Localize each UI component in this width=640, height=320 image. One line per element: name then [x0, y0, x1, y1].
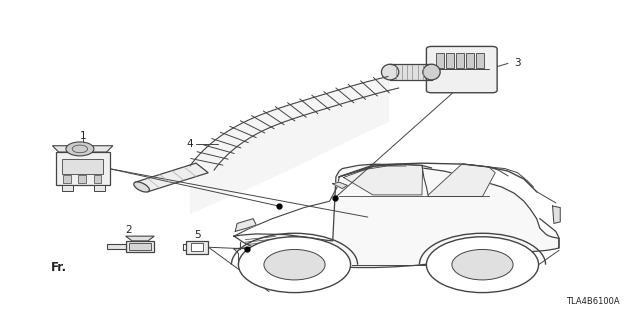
- Circle shape: [66, 142, 94, 156]
- Circle shape: [264, 250, 325, 280]
- Polygon shape: [234, 164, 559, 268]
- Bar: [94, 174, 101, 183]
- Polygon shape: [236, 219, 256, 231]
- Circle shape: [426, 237, 539, 292]
- Polygon shape: [106, 244, 125, 249]
- Polygon shape: [125, 241, 154, 252]
- Bar: [467, 53, 474, 68]
- Polygon shape: [125, 236, 154, 241]
- Bar: [191, 243, 204, 251]
- Polygon shape: [390, 64, 431, 80]
- Bar: [63, 174, 71, 183]
- Bar: [446, 53, 454, 68]
- Polygon shape: [56, 152, 109, 185]
- Ellipse shape: [381, 64, 399, 80]
- Polygon shape: [136, 163, 208, 192]
- FancyBboxPatch shape: [426, 46, 497, 93]
- Text: 2: 2: [125, 225, 132, 235]
- Bar: [129, 243, 151, 250]
- Text: TLA4B6100A: TLA4B6100A: [566, 297, 620, 306]
- Circle shape: [239, 237, 351, 292]
- Ellipse shape: [134, 182, 149, 192]
- Text: 4: 4: [186, 139, 193, 149]
- Text: 1: 1: [79, 131, 86, 141]
- Text: Fr.: Fr.: [51, 261, 67, 274]
- Polygon shape: [552, 206, 560, 223]
- Bar: [456, 53, 463, 68]
- Bar: [62, 159, 103, 174]
- Bar: [62, 185, 74, 191]
- Polygon shape: [52, 146, 113, 152]
- Polygon shape: [333, 182, 348, 188]
- Bar: [476, 53, 484, 68]
- Bar: [79, 174, 86, 183]
- Ellipse shape: [423, 64, 440, 80]
- Bar: [436, 53, 444, 68]
- Text: 5: 5: [195, 229, 201, 240]
- Polygon shape: [344, 165, 422, 195]
- Circle shape: [452, 250, 513, 280]
- Polygon shape: [428, 164, 495, 196]
- Text: 3: 3: [514, 59, 521, 68]
- Bar: [94, 185, 105, 191]
- Bar: [186, 241, 209, 253]
